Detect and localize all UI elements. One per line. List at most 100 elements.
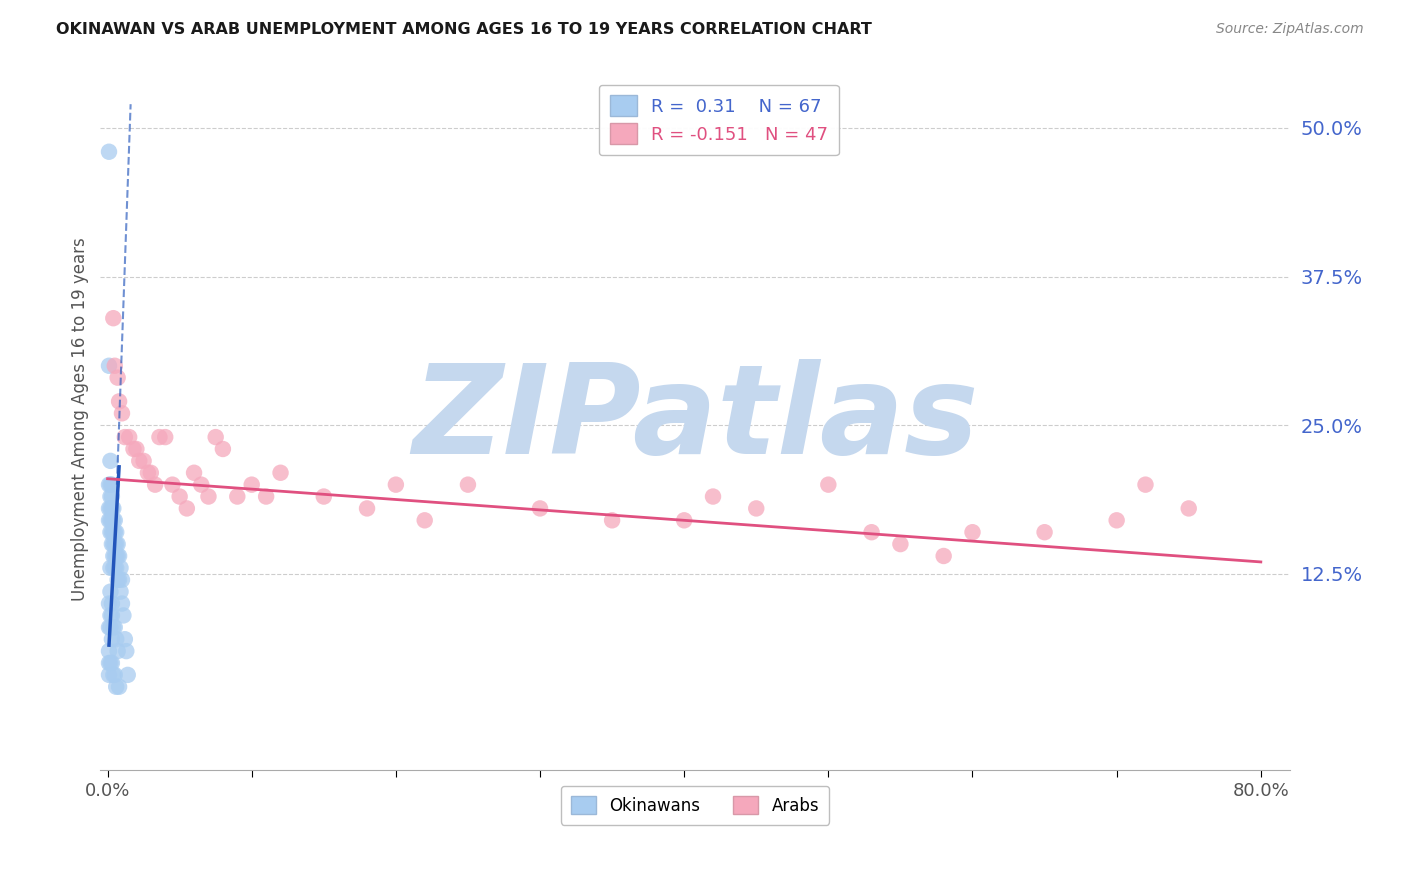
- Point: [100, 561, 122, 575]
- Point: [136, 466, 159, 480]
- Point: [103, 501, 125, 516]
- Point: [176, 501, 198, 516]
- Point: [197, 490, 219, 504]
- Point: [162, 477, 184, 491]
- Point: [104, 668, 127, 682]
- Point: [104, 549, 127, 563]
- Point: [745, 501, 768, 516]
- Point: [111, 573, 134, 587]
- Point: [312, 490, 335, 504]
- Point: [190, 477, 212, 491]
- Point: [115, 644, 138, 658]
- Point: [114, 632, 136, 647]
- Point: [101, 501, 124, 516]
- Point: [104, 620, 127, 634]
- Point: [356, 501, 378, 516]
- Point: [101, 656, 124, 670]
- Point: [104, 561, 127, 575]
- Point: [101, 608, 124, 623]
- Point: [101, 477, 124, 491]
- Point: [103, 311, 125, 326]
- Point: [105, 537, 128, 551]
- Point: [143, 477, 166, 491]
- Point: [254, 490, 277, 504]
- Point: [385, 477, 408, 491]
- Text: ZIPatlas: ZIPatlas: [412, 359, 979, 480]
- Point: [98, 620, 121, 634]
- Point: [240, 477, 263, 491]
- Point: [600, 513, 623, 527]
- Point: [100, 525, 122, 540]
- Point: [101, 537, 124, 551]
- Point: [103, 620, 125, 634]
- Point: [1177, 501, 1199, 516]
- Point: [100, 584, 122, 599]
- Point: [1135, 477, 1157, 491]
- Text: Source: ZipAtlas.com: Source: ZipAtlas.com: [1216, 22, 1364, 37]
- Point: [110, 561, 132, 575]
- Point: [103, 525, 125, 540]
- Point: [104, 537, 127, 551]
- Point: [107, 537, 129, 551]
- Point: [212, 442, 235, 456]
- Point: [114, 430, 136, 444]
- Point: [100, 490, 122, 504]
- Point: [98, 656, 121, 670]
- Point: [105, 561, 128, 575]
- Point: [104, 359, 127, 373]
- Point: [413, 513, 436, 527]
- Point: [107, 644, 129, 658]
- Point: [183, 466, 205, 480]
- Point: [529, 501, 551, 516]
- Point: [702, 490, 724, 504]
- Point: [860, 525, 883, 540]
- Point: [107, 549, 129, 563]
- Point: [111, 406, 134, 420]
- Point: [155, 430, 177, 444]
- Point: [103, 513, 125, 527]
- Point: [117, 668, 139, 682]
- Point: [100, 656, 122, 670]
- Point: [889, 537, 911, 551]
- Y-axis label: Unemployment Among Ages 16 to 19 years: Unemployment Among Ages 16 to 19 years: [72, 237, 89, 601]
- Point: [1105, 513, 1128, 527]
- Point: [932, 549, 955, 563]
- Legend: Okinawans, Arabs: Okinawans, Arabs: [561, 786, 830, 825]
- Point: [108, 680, 131, 694]
- Point: [101, 513, 124, 527]
- Point: [118, 430, 141, 444]
- Point: [100, 620, 122, 634]
- Point: [1033, 525, 1056, 540]
- Point: [103, 549, 125, 563]
- Point: [101, 597, 124, 611]
- Point: [98, 644, 121, 658]
- Point: [110, 584, 132, 599]
- Point: [100, 608, 122, 623]
- Point: [122, 442, 145, 456]
- Point: [148, 430, 170, 444]
- Point: [112, 608, 135, 623]
- Point: [103, 668, 125, 682]
- Point: [105, 525, 128, 540]
- Point: [108, 394, 131, 409]
- Point: [100, 501, 122, 516]
- Point: [139, 466, 162, 480]
- Point: [100, 454, 122, 468]
- Point: [103, 537, 125, 551]
- Point: [108, 573, 131, 587]
- Point: [100, 513, 122, 527]
- Point: [98, 359, 121, 373]
- Text: OKINAWAN VS ARAB UNEMPLOYMENT AMONG AGES 16 TO 19 YEARS CORRELATION CHART: OKINAWAN VS ARAB UNEMPLOYMENT AMONG AGES…: [56, 22, 872, 37]
- Point: [98, 145, 121, 159]
- Point: [107, 573, 129, 587]
- Point: [128, 454, 150, 468]
- Point: [105, 632, 128, 647]
- Point: [962, 525, 984, 540]
- Point: [98, 668, 121, 682]
- Point: [100, 477, 122, 491]
- Point: [104, 513, 127, 527]
- Point: [98, 477, 121, 491]
- Point: [98, 501, 121, 516]
- Point: [105, 549, 128, 563]
- Point: [226, 490, 249, 504]
